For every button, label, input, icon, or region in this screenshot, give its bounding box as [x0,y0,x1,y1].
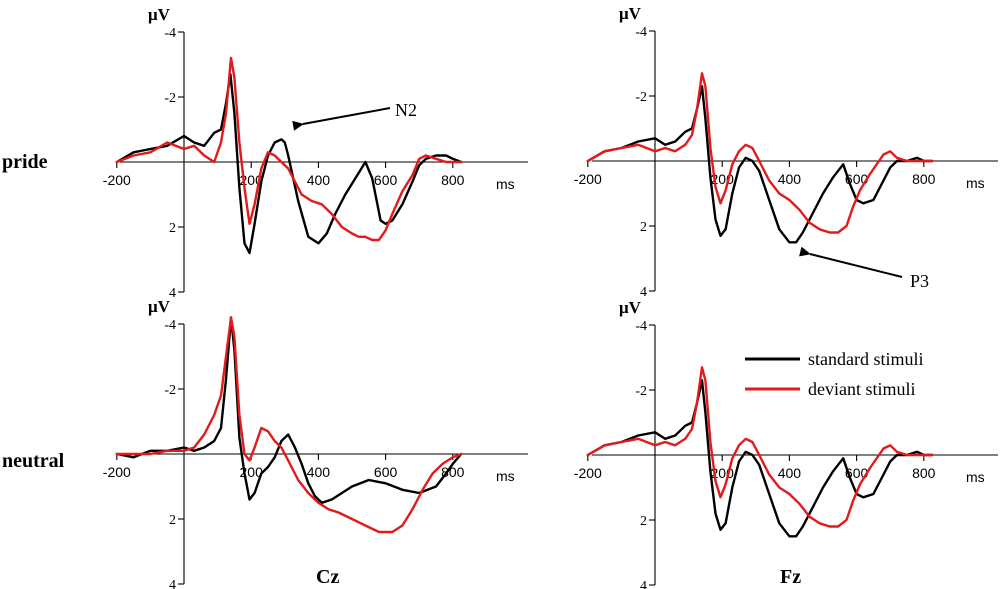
y-tick-label: -4 [635,319,647,334]
x-tick-label: 400 [778,171,802,187]
series-line-deviant-stimuli [586,366,934,528]
y-tick-label: -2 [164,383,176,398]
y-tick-label: 4 [169,578,176,589]
y-axis-unit: μV [619,298,642,317]
x-tick-label: -200 [103,172,131,188]
series-line-deviant-stimuli [586,72,934,234]
y-tick-label: -4 [164,318,176,333]
legend: standard stimuli deviant stimuli [745,349,924,399]
legend-label-standard: standard stimuli [808,349,924,369]
series-line-standard-stimuli [586,85,934,244]
electrode-label-cz: Cz [316,566,339,588]
x-tick-label: 400 [307,172,331,188]
row-label-neutral: neutral [2,450,65,472]
y-tick-label: -4 [164,26,176,41]
y-tick-label: 2 [640,220,647,235]
x-axis-unit: ms [496,468,515,484]
y-tick-label: 4 [169,286,176,301]
x-axis-unit: ms [966,175,985,191]
x-axis-unit: ms [966,469,985,485]
y-tick-label: 2 [169,513,176,528]
x-tick-label: 800 [441,172,465,188]
series-line-standard-stimuli [115,316,463,504]
y-axis-unit: μV [148,5,171,24]
x-tick-label: 600 [374,172,398,188]
x-axis-unit: ms [496,176,515,192]
x-tick-label: -200 [103,464,131,480]
x-tick-label: 400 [778,465,802,481]
x-tick-label: 800 [441,464,465,480]
n2-annotation: N2 [395,100,417,120]
y-tick-label: 2 [640,514,647,529]
y-tick-label: -4 [635,25,647,40]
x-tick-label: 800 [912,171,936,187]
x-tick-label: -200 [574,171,602,187]
panel-neutral-cz: μV-4-224-200 200 400 600 800 ms [103,297,528,589]
y-tick-label: -2 [164,91,176,106]
series-line-deviant-stimuli [115,316,463,534]
x-tick-label: 400 [307,464,331,480]
y-tick-label: 4 [640,579,647,589]
panel-pride-cz: μV-4-224-200 200 400 600 800 ms [103,5,528,301]
y-tick-label: 2 [169,221,176,236]
series-line-standard-stimuli [586,379,934,538]
series-line-deviant-stimuli [115,56,463,242]
panel-pride-fz: μV-4-224-200 200 400 600 800 ms [574,4,998,300]
y-axis-unit: μV [148,297,171,316]
series-line-standard-stimuli [115,73,463,255]
y-tick-label: -2 [635,384,647,399]
x-tick-label: 800 [912,465,936,481]
y-tick-label: 4 [640,285,647,300]
n2-arrow [292,107,391,131]
y-axis-unit: μV [619,4,642,23]
legend-label-deviant: deviant stimuli [808,379,916,399]
row-label-pride: pride [2,151,48,173]
p3-arrow [799,246,903,278]
panel-neutral-fz: μV-4-224-200 200 400 600 800 ms [574,298,998,589]
electrode-label-fz: Fz [780,566,801,588]
x-tick-label: -200 [574,465,602,481]
y-tick-label: -2 [635,90,647,105]
x-tick-label: 600 [374,464,398,480]
p3-annotation: P3 [910,271,929,291]
